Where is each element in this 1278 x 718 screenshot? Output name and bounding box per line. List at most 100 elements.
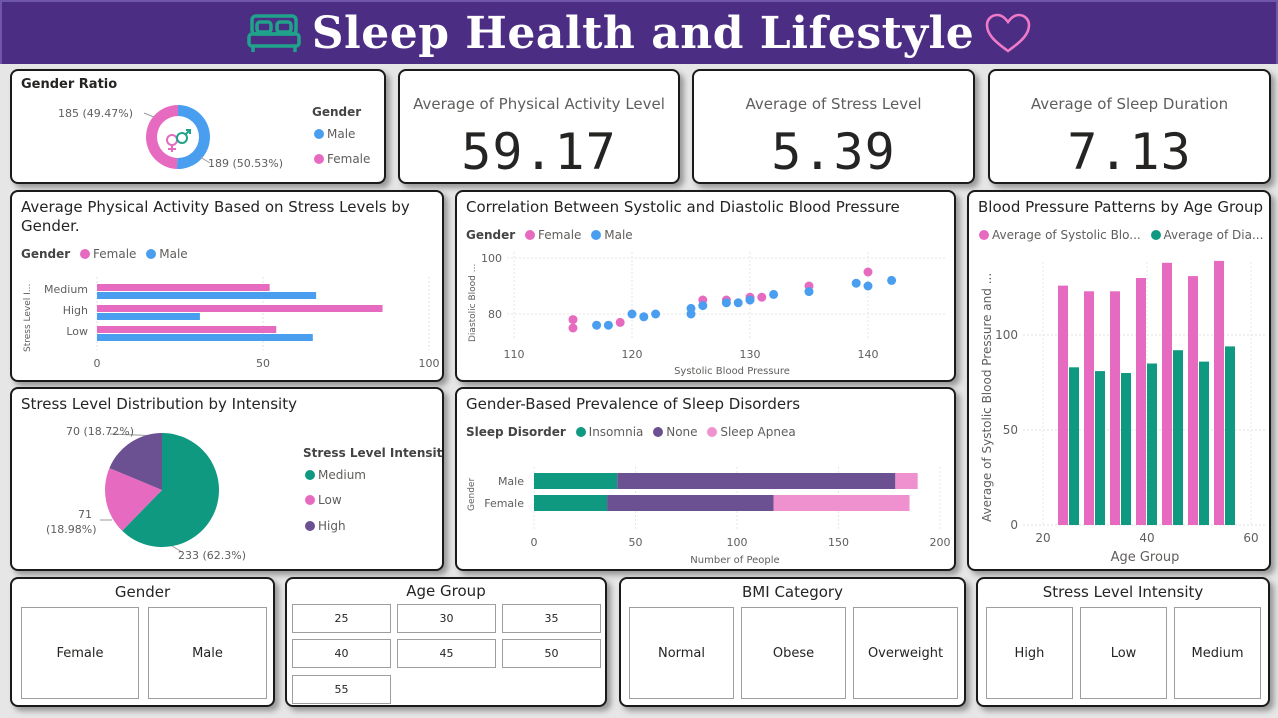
legend-item-high[interactable]: High bbox=[299, 519, 346, 533]
stress-distribution-pie-chart[interactable]: 70 (18.72%) 71 (18.98%) 233 (62.3%) bbox=[12, 389, 444, 571]
bar-diastolic-age-45[interactable] bbox=[1173, 350, 1183, 525]
pie-slice-low[interactable] bbox=[105, 468, 162, 531]
bar-systolic-age-25[interactable] bbox=[1058, 285, 1068, 525]
legend-label-systolic[interactable]: Average of Systolic Blo... bbox=[992, 228, 1141, 242]
bar-male-high[interactable] bbox=[97, 313, 200, 320]
bp-age-bar-chart[interactable]: Average of Systolic Blood Pressure and .… bbox=[969, 192, 1271, 571]
slicer-tile-age-50[interactable]: 50 bbox=[502, 639, 601, 668]
bar-systolic-age-35[interactable] bbox=[1110, 291, 1120, 525]
point-male[interactable] bbox=[804, 287, 814, 297]
bar-female-high[interactable] bbox=[97, 305, 383, 312]
point-female[interactable] bbox=[568, 315, 578, 325]
activity-stress-bar-chart[interactable]: Stress Level I... 0 50 100 Medium High Low bbox=[12, 192, 444, 382]
pie-slice-high[interactable] bbox=[109, 433, 162, 490]
bar-insomnia-female[interactable] bbox=[534, 495, 608, 511]
legend-label-none[interactable]: None bbox=[666, 425, 698, 439]
slicer-tile-normal[interactable]: Normal bbox=[629, 607, 734, 699]
slicer-tile-age-45[interactable]: 45 bbox=[397, 639, 496, 668]
bar-diastolic-age-30[interactable] bbox=[1095, 371, 1105, 525]
point-male[interactable] bbox=[627, 309, 637, 319]
kpi-card-sleep-duration: Average of Sleep Duration 7.13 bbox=[988, 69, 1271, 184]
slicer-tile-high[interactable]: High bbox=[986, 607, 1073, 699]
point-male[interactable] bbox=[733, 298, 743, 308]
bar-systolic-age-50[interactable] bbox=[1188, 276, 1198, 525]
point-male[interactable] bbox=[887, 275, 897, 285]
slicer-tile-overweight[interactable]: Overweight bbox=[853, 607, 958, 699]
slicer-tile-age-55[interactable]: 55 bbox=[292, 675, 391, 704]
bar-diastolic-age-25[interactable] bbox=[1069, 367, 1079, 525]
bar-systolic-age-55[interactable] bbox=[1214, 260, 1224, 525]
point-female[interactable] bbox=[863, 267, 873, 277]
legend-item-medium[interactable]: Medium bbox=[299, 468, 366, 482]
y-axis-label: Average of Systolic Blood Pressure and .… bbox=[980, 273, 994, 522]
legend-item-male[interactable]: Male bbox=[308, 127, 355, 141]
slicer-tile-obese[interactable]: Obese bbox=[741, 607, 846, 699]
bar-diastolic-age-55[interactable] bbox=[1225, 346, 1235, 525]
legend-label-male[interactable]: Male bbox=[159, 247, 188, 261]
legend-label-diastolic[interactable]: Average of Dia... bbox=[1163, 228, 1264, 242]
bar-systolic-age-40[interactable] bbox=[1136, 278, 1146, 525]
point-male[interactable] bbox=[698, 301, 708, 311]
bar-female-low[interactable] bbox=[97, 326, 277, 333]
bar-sleep-apnea-male[interactable] bbox=[895, 473, 918, 489]
slicer-tile-age-35[interactable]: 35 bbox=[502, 604, 601, 633]
slicer-tile-age-25[interactable]: 25 bbox=[292, 604, 391, 633]
gender-slicer: Gender Female Male bbox=[10, 577, 275, 707]
slicer-tile-male[interactable]: Male bbox=[148, 607, 267, 699]
point-male[interactable] bbox=[592, 320, 602, 330]
bar-male-medium[interactable] bbox=[97, 292, 317, 299]
y-axis-label: Stress Level I... bbox=[23, 284, 33, 352]
pie-slice-medium[interactable] bbox=[122, 433, 219, 547]
slicer-tile-age-30[interactable]: 30 bbox=[397, 604, 496, 633]
bar-sleep-apnea-female[interactable] bbox=[773, 495, 910, 511]
y-tick-label: 100 bbox=[995, 328, 1018, 342]
bar-male-low[interactable] bbox=[97, 334, 313, 341]
point-male[interactable] bbox=[769, 289, 779, 299]
point-female[interactable] bbox=[568, 323, 578, 333]
point-male[interactable] bbox=[639, 312, 649, 322]
x-tick-label: 100 bbox=[419, 357, 440, 370]
slicer-tile-age-40[interactable]: 40 bbox=[292, 639, 391, 668]
label-medium: 233 (62.3%) bbox=[178, 549, 246, 562]
point-male[interactable] bbox=[686, 303, 696, 313]
legend-label-female[interactable]: Female bbox=[93, 247, 137, 261]
legend-label-sleep-apnea[interactable]: Sleep Apnea bbox=[720, 425, 796, 439]
point-male[interactable] bbox=[745, 295, 755, 305]
point-male[interactable] bbox=[651, 309, 661, 319]
donut-slice-male[interactable] bbox=[176, 105, 210, 169]
y-tick-label: 0 bbox=[1010, 518, 1018, 532]
legend-item-female[interactable]: Female bbox=[308, 152, 370, 166]
bp-scatter-chart[interactable]: Diastolic Blood ... Systolic Blood Press… bbox=[457, 192, 956, 382]
legend-label-female[interactable]: Female bbox=[538, 228, 582, 242]
x-tick-label: 50 bbox=[256, 357, 270, 370]
bar-diastolic-age-35[interactable] bbox=[1121, 373, 1131, 525]
bar-diastolic-age-40[interactable] bbox=[1147, 363, 1157, 526]
legend-label-insomnia[interactable]: Insomnia bbox=[588, 425, 644, 439]
slicer-tile-medium[interactable]: Medium bbox=[1174, 607, 1261, 699]
legend-item-low[interactable]: Low bbox=[299, 493, 342, 507]
point-male[interactable] bbox=[603, 320, 613, 330]
bar-female-medium[interactable] bbox=[97, 284, 270, 291]
legend-dot-male bbox=[146, 249, 157, 259]
bar-diastolic-age-50[interactable] bbox=[1199, 361, 1209, 525]
bar-none-male[interactable] bbox=[617, 473, 896, 489]
gender-ratio-donut-chart[interactable]: 185 (49.47%) 189 (50.53%) bbox=[12, 71, 386, 184]
x-tick-label: 0 bbox=[531, 536, 538, 549]
bar-insomnia-male[interactable] bbox=[534, 473, 618, 489]
label-low-percent: (18.98%) bbox=[46, 523, 97, 536]
slicer-tile-female[interactable]: Female bbox=[21, 607, 139, 699]
point-female[interactable] bbox=[757, 292, 767, 302]
x-axis-label: Number of People bbox=[690, 555, 779, 566]
point-female[interactable] bbox=[615, 317, 625, 327]
legend-label-male[interactable]: Male bbox=[604, 228, 633, 242]
donut-slice-female[interactable] bbox=[145, 105, 178, 169]
bar-none-female[interactable] bbox=[607, 495, 774, 511]
point-male[interactable] bbox=[863, 281, 873, 291]
gender-legend-title: Gender bbox=[312, 105, 362, 119]
point-male[interactable] bbox=[851, 278, 861, 288]
bar-systolic-age-30[interactable] bbox=[1084, 291, 1094, 525]
slicer-tile-low[interactable]: Low bbox=[1080, 607, 1167, 699]
point-male[interactable] bbox=[721, 298, 731, 308]
bar-systolic-age-45[interactable] bbox=[1162, 262, 1172, 525]
sleep-disorders-bar-chart[interactable]: Gender Number of People 0 50 100 150 200 Male… bbox=[457, 389, 956, 571]
